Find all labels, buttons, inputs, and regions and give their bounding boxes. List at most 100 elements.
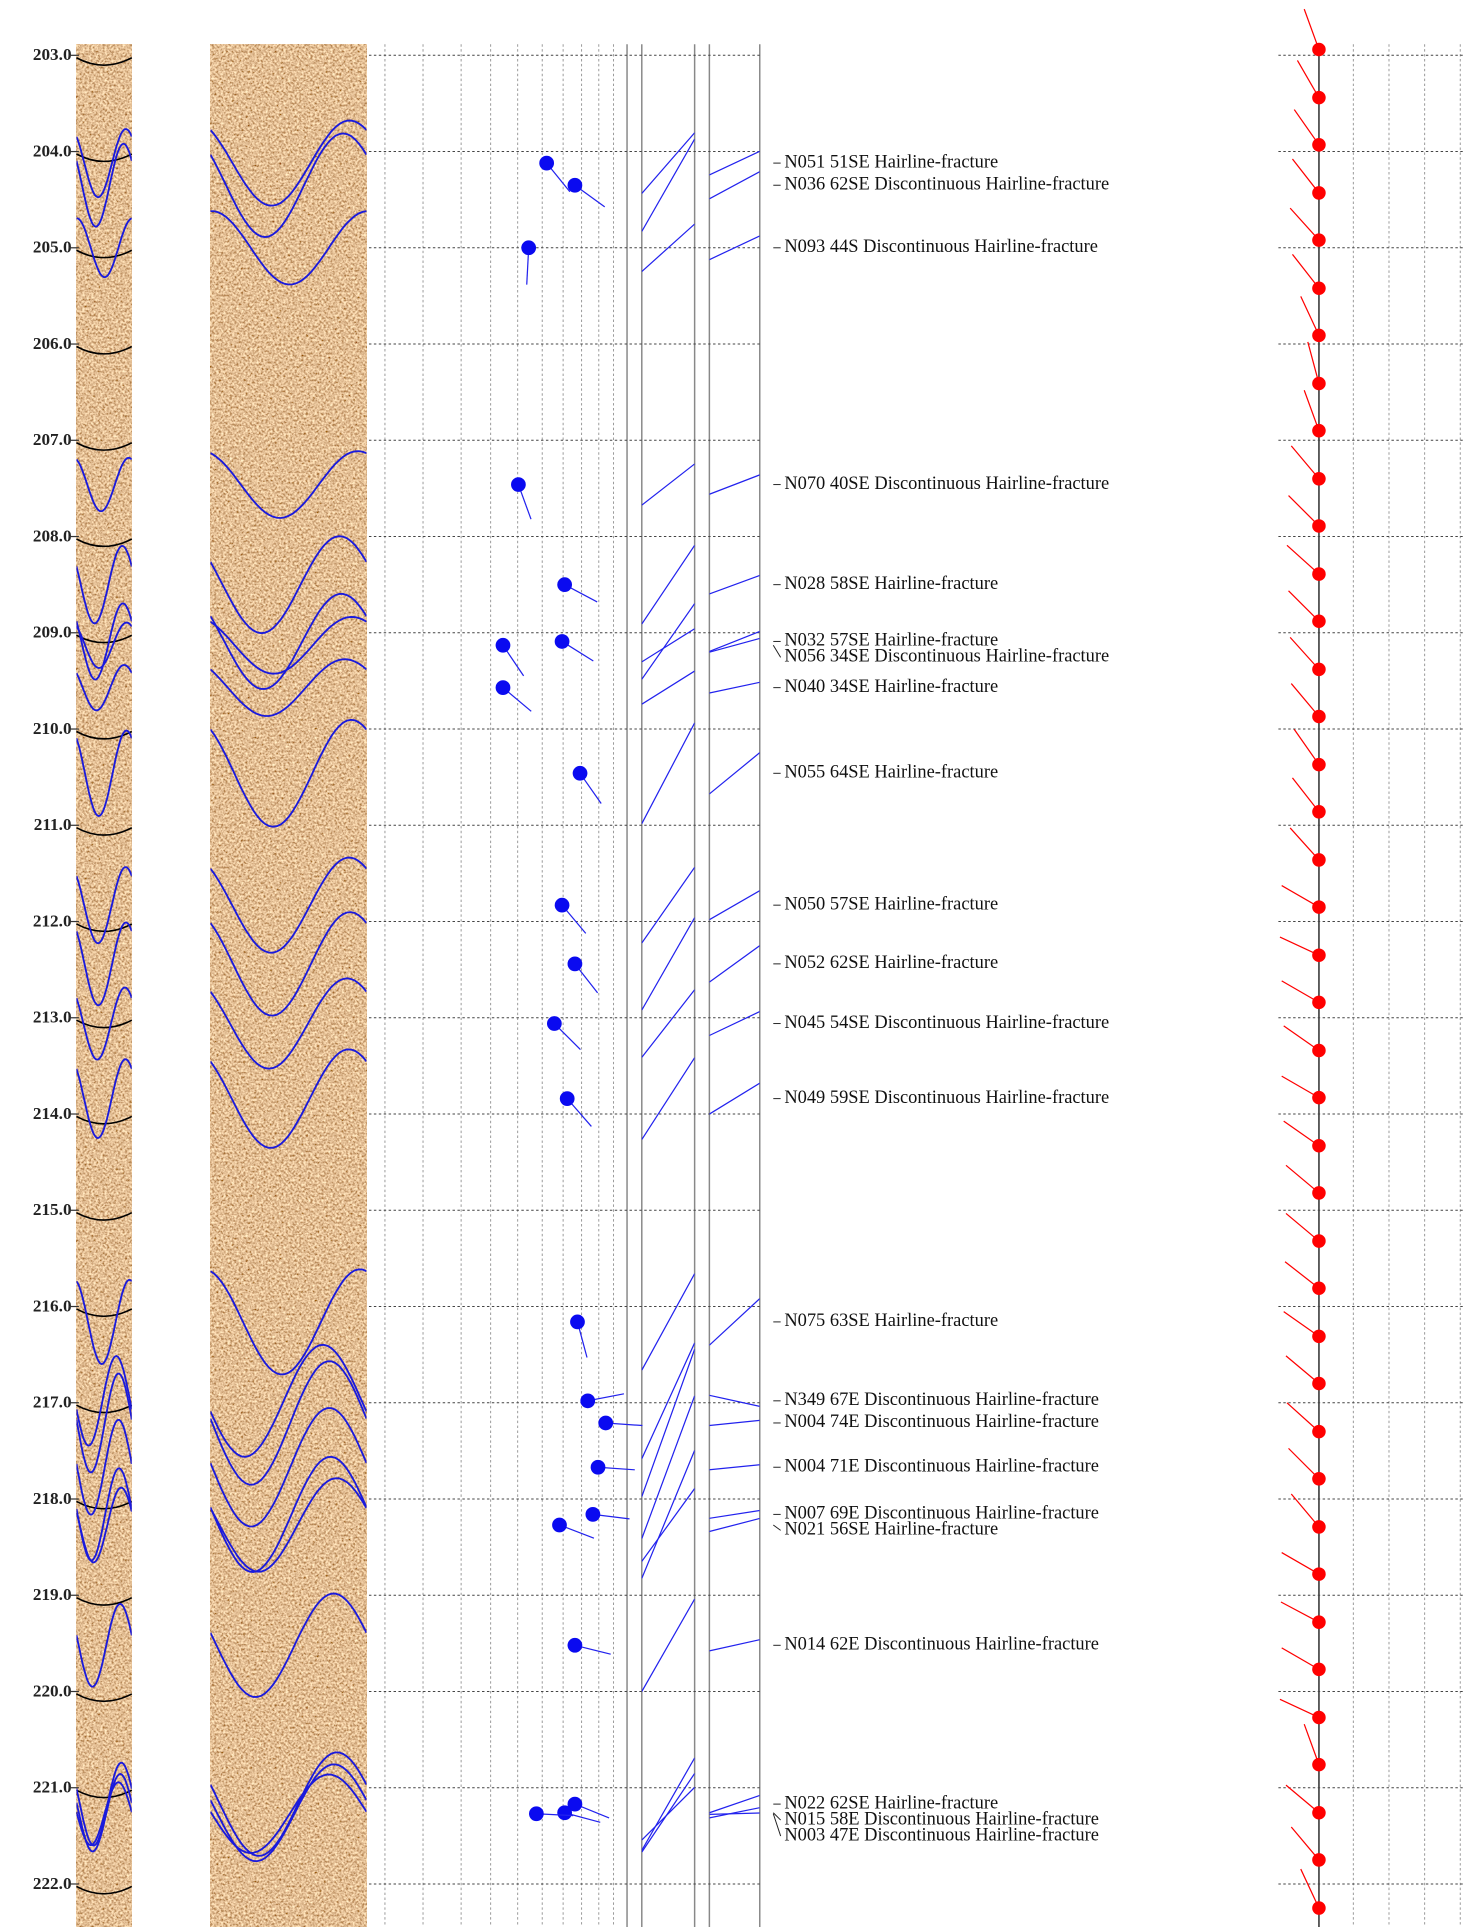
orientation-tail <box>1290 683 1320 717</box>
fracture-label: N004 71E Discontinuous Hairline-fracture <box>784 1455 1099 1475</box>
orientation-dot <box>1312 472 1326 486</box>
azimuth-stick <box>709 235 760 261</box>
orientation-tail <box>1281 1552 1320 1575</box>
depth-label: 218.0 <box>33 1489 72 1508</box>
tool-arc <box>76 1212 133 1221</box>
sinusoid <box>76 921 132 1007</box>
dip-grid <box>384 44 1461 1927</box>
sinusoid <box>210 856 367 954</box>
orientation-dot <box>1312 1329 1326 1344</box>
sinusoids-2 <box>210 119 367 1863</box>
orientation-dot <box>1312 519 1326 533</box>
tool-arc <box>76 57 133 66</box>
orientation-tail <box>1293 109 1320 146</box>
orientation-tail <box>1279 936 1320 956</box>
tadpole <box>567 1796 583 1812</box>
orientation-dot <box>1312 1472 1326 1486</box>
dip-stick <box>641 1450 695 1579</box>
orientation-tail <box>1281 1075 1320 1099</box>
dip-stick <box>641 917 695 1011</box>
sinusoid <box>76 1278 132 1365</box>
sinusoid <box>76 1419 132 1516</box>
sinusoid <box>76 621 132 670</box>
dip-stick <box>641 544 695 625</box>
fracture-label: N004 74E Discontinuous Hairline-fracture <box>784 1411 1099 1431</box>
orientation-dot <box>1312 567 1326 581</box>
depth-label: 216.0 <box>33 1296 72 1315</box>
label-leader <box>772 1813 782 1837</box>
orientation-dot <box>1312 948 1326 962</box>
label-leader <box>772 645 782 658</box>
sinusoid <box>76 128 132 199</box>
azimuth-stick <box>709 171 760 200</box>
fracture-label: N028 58SE Hairline-fracture <box>784 573 998 593</box>
orientation-dot <box>1312 1139 1326 1153</box>
fracture-label: N015 58E Discontinuous Hairline-fracture <box>784 1808 1099 1828</box>
orientation-tail <box>1291 777 1320 813</box>
orientation-dot <box>1312 853 1326 867</box>
sinusoid <box>210 911 367 1017</box>
azimuth-stick <box>709 1639 760 1652</box>
orientation-dot <box>1312 1424 1326 1439</box>
depth-label: 209.0 <box>33 623 72 642</box>
tadpole <box>539 155 555 171</box>
orientation-dot <box>1312 186 1326 200</box>
orientation-dot <box>1312 614 1326 628</box>
depth-label: 212.0 <box>33 911 72 930</box>
orientation-dot <box>1312 1757 1326 1772</box>
orientation-tail <box>1290 1826 1320 1861</box>
orientation-dot <box>1312 42 1326 57</box>
depth-label: 206.0 <box>33 334 72 353</box>
tool-arc <box>76 730 133 740</box>
tadpole <box>554 634 570 649</box>
depth-label: 222.0 <box>33 1874 72 1893</box>
tadpole <box>495 680 511 696</box>
orientation-tail <box>1290 445 1320 480</box>
sinusoid <box>210 1048 367 1149</box>
dip-stick <box>641 1786 695 1841</box>
tadpole <box>580 1393 596 1409</box>
orientation-dot <box>1312 90 1326 105</box>
azimuth-stick <box>709 1794 760 1814</box>
orientation-tail <box>1281 885 1320 908</box>
orientation-dot <box>1312 138 1326 152</box>
orientation-dot <box>1312 709 1326 724</box>
orientation-dot <box>1312 662 1326 677</box>
orientation-dot <box>1312 1806 1326 1820</box>
azimuth-stick <box>709 945 760 983</box>
orientation-tail <box>1288 495 1320 527</box>
orientation-tail <box>1285 1164 1320 1194</box>
orientation-dot <box>1312 233 1326 247</box>
dip-stick <box>641 670 695 705</box>
dip-stick <box>641 989 695 1058</box>
orientation-dot <box>1312 1662 1326 1677</box>
depth-label: 205.0 <box>33 238 72 257</box>
sticks-2 <box>709 150 760 1819</box>
fracture-label: N070 40SE Discontinuous Hairline-fractur… <box>784 473 1109 493</box>
tool-arc <box>76 153 133 163</box>
sinusoid <box>76 456 132 513</box>
orientation-tail <box>1291 158 1320 194</box>
fracture-label: N349 67E Discontinuous Hairline-fracture <box>784 1389 1099 1409</box>
azimuth-stick <box>709 630 760 653</box>
sinusoid <box>76 217 132 279</box>
sinusoid <box>210 593 367 690</box>
sticks-1 <box>641 132 695 1853</box>
tadpole <box>567 1637 583 1653</box>
sinusoid <box>210 1360 367 1486</box>
fracture-label: N045 54SE Discontinuous Hairline-fractur… <box>784 1012 1109 1032</box>
orientation-tail <box>1279 1698 1320 1719</box>
orientation-dot <box>1312 1234 1326 1248</box>
fracture-label: N051 51SE Hairline-fracture <box>784 151 998 171</box>
dip-stick <box>641 223 695 272</box>
depth-label: 220.0 <box>33 1681 72 1700</box>
dip-stick <box>641 1057 695 1140</box>
azimuth-stick <box>709 1298 760 1346</box>
orientation-tail <box>1281 980 1320 1003</box>
orientation-tail <box>1284 1261 1320 1289</box>
azimuth-stick <box>709 752 760 795</box>
dip-stick <box>641 603 695 680</box>
tadpole <box>546 1016 562 1031</box>
orientation-dot <box>1312 805 1326 819</box>
